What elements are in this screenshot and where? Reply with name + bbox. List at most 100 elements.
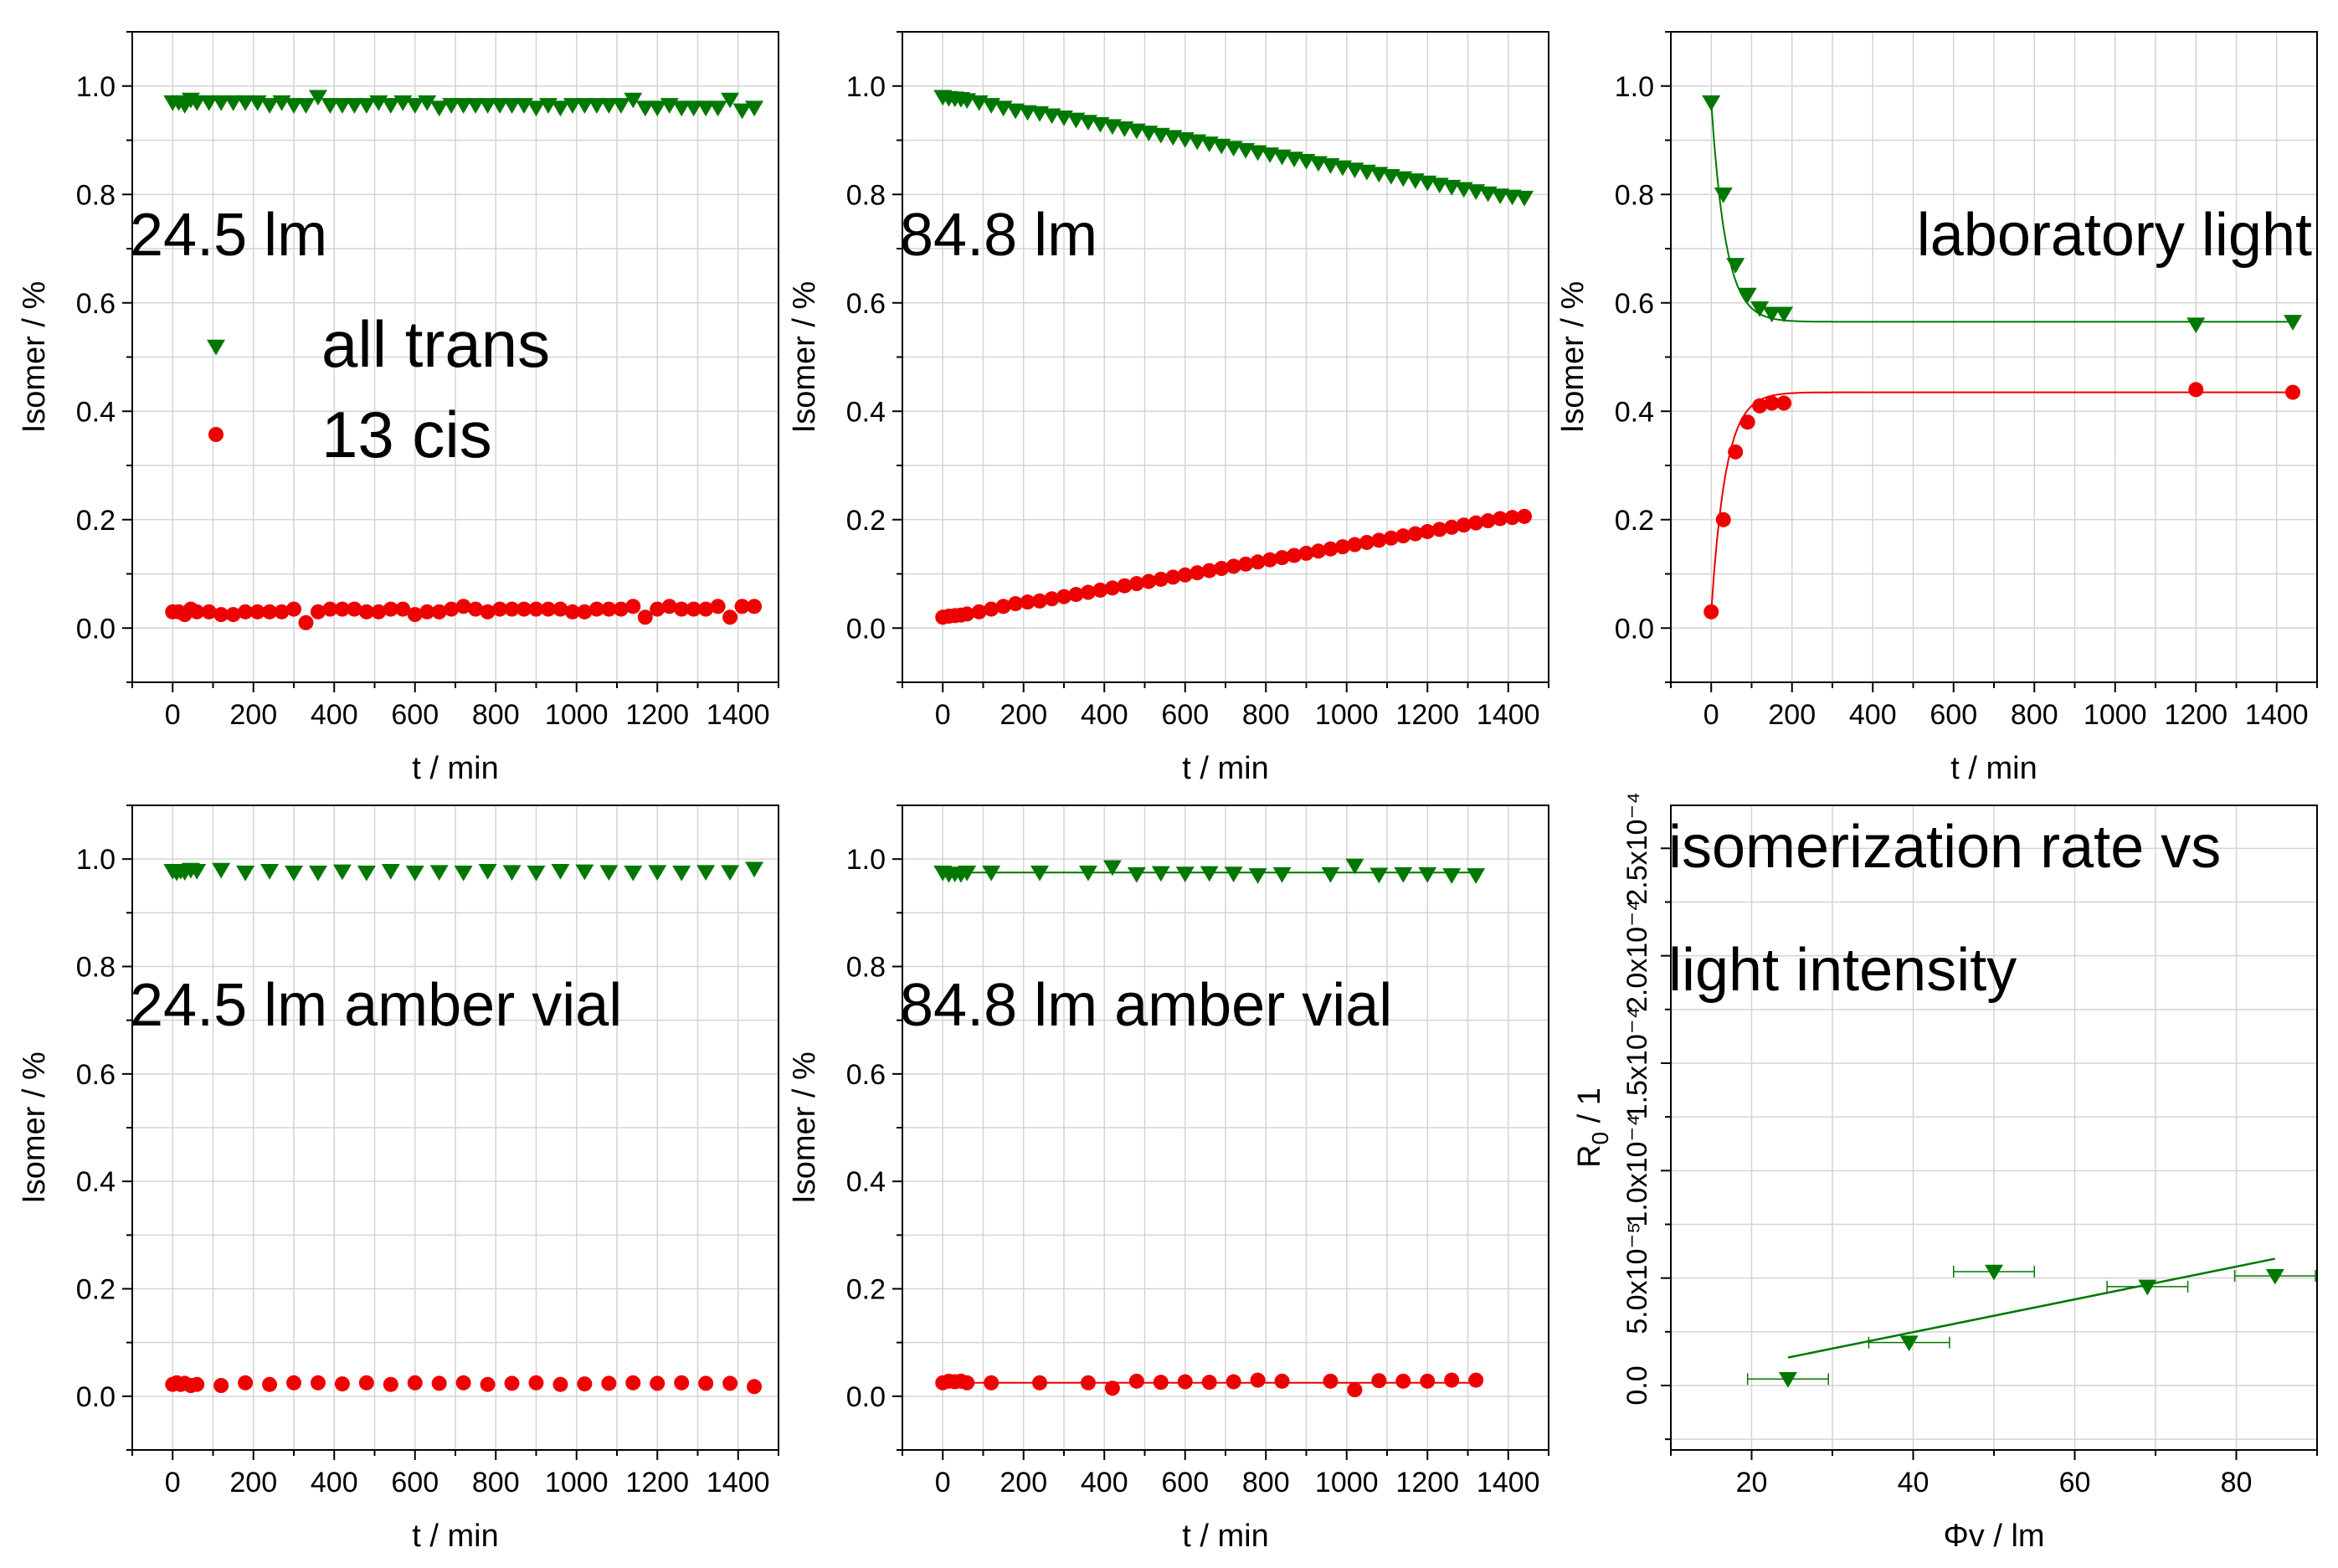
data-point — [1008, 596, 1024, 612]
x-tick-label: 1200 — [1395, 699, 1459, 731]
data-point — [405, 98, 424, 114]
panel-annotation: 84.8 lm amber vial — [900, 972, 1392, 1039]
x-tick-label: 400 — [1081, 699, 1128, 731]
x-tick-label: 1400 — [707, 699, 770, 731]
data-point — [480, 1376, 496, 1392]
data-point — [213, 1378, 229, 1393]
data-point — [1102, 860, 1122, 877]
panel-annotation: 24.5 lm — [130, 202, 327, 269]
y-tick-label: 0.0 — [1615, 613, 1654, 645]
y-tick-label: 0.4 — [76, 1166, 116, 1198]
data-point — [674, 1375, 690, 1391]
y-tick-label: 0.0 — [1621, 1365, 1653, 1405]
data-point — [1493, 511, 1508, 527]
data-point — [478, 864, 497, 880]
data-point — [1177, 567, 1193, 583]
data-point — [236, 865, 255, 882]
data-point — [1468, 1372, 1484, 1388]
data-point — [1431, 522, 1447, 537]
y-tick-label: 0.6 — [76, 1059, 116, 1091]
x-tick-label: 1400 — [707, 1467, 770, 1499]
data-point — [1056, 589, 1071, 604]
y-tick-label: 1.0x10⁻⁴ — [1621, 1114, 1653, 1227]
data-point — [575, 98, 594, 114]
y-tick-label: 0.0 — [76, 613, 116, 645]
data-point — [407, 607, 423, 623]
y-tick-label: 0.8 — [76, 179, 116, 211]
data-point — [285, 865, 303, 882]
x-tick-label: 1200 — [2164, 699, 2228, 731]
chart-panel-6: 20 40 60 80 0.0 5.0x10⁻⁵1.0x10⁻⁴1.5x10⁻⁴2.0x1… — [1572, 792, 2318, 1554]
y-tick-label: 0.2 — [76, 1274, 116, 1306]
x-axis-label: t / min — [412, 751, 498, 786]
panel-annotation: 84.8 lm — [900, 202, 1097, 269]
y-tick-label: 0.0 — [846, 613, 886, 645]
grid — [131, 805, 779, 1451]
x-tick-label: 1000 — [1315, 1467, 1379, 1499]
x-tick-label: 400 — [311, 699, 358, 731]
data-point — [625, 1375, 641, 1391]
data-point — [1715, 512, 1731, 527]
x-tick-label: 20 — [1736, 1467, 1768, 1499]
data-point — [625, 599, 641, 614]
data-point — [310, 1375, 326, 1391]
y-tick-label: 0.2 — [846, 505, 886, 537]
data-point — [491, 98, 510, 114]
y-tick-label: 1.0 — [76, 844, 116, 876]
x-tick-label: 0 — [1703, 699, 1719, 731]
data-point — [1776, 395, 1792, 411]
data-point — [1080, 1375, 1096, 1391]
data-point — [1298, 545, 1314, 561]
x-tick-label: 0 — [935, 1467, 951, 1499]
y-tick-label: 0.8 — [846, 952, 886, 984]
panel-annotation-line1: isomerization rate vs — [1668, 814, 2221, 881]
data-point — [1262, 552, 1278, 568]
data-point — [1153, 571, 1169, 587]
x-tick-label: 0 — [935, 699, 951, 731]
grid — [1670, 805, 2318, 1450]
x-tick-label: 200 — [999, 699, 1047, 731]
data-point — [260, 864, 280, 880]
data-point — [466, 98, 486, 114]
data-point — [504, 601, 520, 617]
data-point — [1250, 1372, 1266, 1388]
chart-panel-1: 0 200 400 600 800 1000 1200 1400 0.0 0.2 0.4 0.6 0.8… — [17, 31, 779, 786]
y-axis-label-sub: 0 — [1587, 1132, 1613, 1145]
data-point — [1334, 539, 1350, 555]
y-tick-label: 0.4 — [846, 396, 886, 428]
x-axis-label: t / min — [412, 1519, 498, 1554]
data-point — [454, 865, 473, 882]
x-tick-label: 200 — [999, 1467, 1047, 1499]
data-point — [1080, 584, 1096, 600]
data-point — [1407, 526, 1423, 542]
data-point — [552, 601, 568, 617]
data-point — [502, 98, 522, 114]
data-point — [492, 601, 508, 617]
data-point — [444, 601, 460, 617]
data-point — [599, 98, 619, 114]
data-point — [696, 865, 716, 882]
data-point — [1323, 541, 1339, 557]
y-tick-label: 1.0 — [846, 71, 886, 103]
x-tick-label: 0 — [165, 699, 181, 731]
data-point — [527, 100, 546, 117]
data-point — [1274, 1373, 1290, 1389]
y-axis-label: R0 / 1 — [1572, 1087, 1613, 1168]
data-point — [1345, 858, 1364, 875]
data-point — [698, 1375, 714, 1391]
x-tick-label: 1000 — [1315, 699, 1379, 731]
data-point — [2285, 384, 2301, 400]
data-point — [563, 98, 582, 114]
grid — [902, 805, 1549, 1451]
chart-panel-3: 0 200 400 600 800 1000 1200 1400 0.0 0.2 0.4 0.6 0.8… — [1555, 31, 2318, 786]
y-tick-label: 0.4 — [76, 396, 116, 428]
data-point — [1395, 528, 1411, 544]
data-point — [1456, 517, 1472, 533]
data-point — [2284, 315, 2303, 331]
data-point — [286, 1375, 301, 1391]
data-point — [732, 103, 752, 120]
x-tick-label: 80 — [2221, 1467, 2253, 1499]
data-point — [1739, 414, 1755, 430]
x-tick-label: 600 — [1161, 699, 1209, 731]
